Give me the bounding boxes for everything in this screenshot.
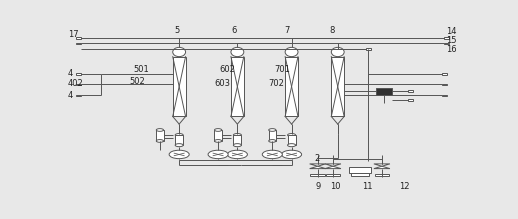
Text: 7: 7 <box>285 26 290 35</box>
Text: 4: 4 <box>68 91 73 100</box>
Text: 9: 9 <box>315 182 321 191</box>
Bar <box>376 88 392 95</box>
Bar <box>285 57 298 117</box>
Bar <box>332 57 344 117</box>
Ellipse shape <box>269 129 276 131</box>
Text: 701: 701 <box>275 65 290 74</box>
Bar <box>231 57 244 117</box>
Bar <box>442 84 448 85</box>
Ellipse shape <box>214 129 222 131</box>
Text: 4: 4 <box>68 69 73 78</box>
Text: 602: 602 <box>219 65 235 74</box>
Bar <box>366 48 371 50</box>
Bar <box>442 73 448 75</box>
Bar <box>326 174 340 176</box>
Polygon shape <box>374 164 390 166</box>
Ellipse shape <box>175 134 183 137</box>
Ellipse shape <box>287 144 296 147</box>
Bar <box>442 95 448 96</box>
Polygon shape <box>310 164 326 166</box>
Bar <box>310 174 325 176</box>
Bar <box>351 173 369 176</box>
Polygon shape <box>325 166 341 169</box>
Text: 2: 2 <box>314 154 320 163</box>
Polygon shape <box>310 166 326 169</box>
Ellipse shape <box>233 144 241 147</box>
Text: 501: 501 <box>134 65 150 74</box>
Ellipse shape <box>172 47 185 57</box>
Ellipse shape <box>332 47 344 57</box>
Circle shape <box>208 150 228 159</box>
Circle shape <box>262 150 282 159</box>
Ellipse shape <box>156 140 164 142</box>
Circle shape <box>227 150 248 159</box>
Circle shape <box>169 150 189 159</box>
Bar <box>76 37 81 39</box>
Ellipse shape <box>231 47 244 57</box>
Text: 12: 12 <box>399 182 409 191</box>
Ellipse shape <box>233 134 241 137</box>
Text: 6: 6 <box>232 26 237 35</box>
Text: 15: 15 <box>446 36 457 45</box>
Bar <box>233 135 241 145</box>
Text: 402: 402 <box>68 79 84 88</box>
Circle shape <box>282 150 301 159</box>
Polygon shape <box>374 166 390 169</box>
Bar <box>76 43 81 44</box>
Text: 17: 17 <box>68 30 79 39</box>
Ellipse shape <box>214 140 222 142</box>
Bar <box>287 135 296 145</box>
Text: 11: 11 <box>362 182 372 191</box>
Text: 16: 16 <box>446 45 457 54</box>
Text: 14: 14 <box>446 26 457 35</box>
Text: 10: 10 <box>330 182 341 191</box>
Text: 8: 8 <box>329 26 335 35</box>
Text: 702: 702 <box>269 79 284 88</box>
Bar <box>172 57 185 117</box>
Bar <box>156 130 164 141</box>
Bar <box>444 43 449 44</box>
Bar <box>214 130 222 141</box>
Ellipse shape <box>175 144 183 147</box>
Text: 603: 603 <box>214 79 230 88</box>
Bar <box>349 167 371 173</box>
Bar <box>269 130 276 141</box>
Bar <box>76 95 81 96</box>
Text: 502: 502 <box>129 77 145 86</box>
Ellipse shape <box>285 47 298 57</box>
Ellipse shape <box>269 140 276 142</box>
Bar <box>408 99 413 101</box>
Bar <box>175 135 183 145</box>
Bar <box>408 90 413 92</box>
Ellipse shape <box>156 129 164 131</box>
Text: 5: 5 <box>174 26 179 35</box>
Polygon shape <box>325 164 341 166</box>
Ellipse shape <box>287 134 296 137</box>
Bar <box>444 37 449 39</box>
Bar <box>375 174 389 176</box>
Bar <box>76 73 81 75</box>
Bar <box>76 84 81 85</box>
